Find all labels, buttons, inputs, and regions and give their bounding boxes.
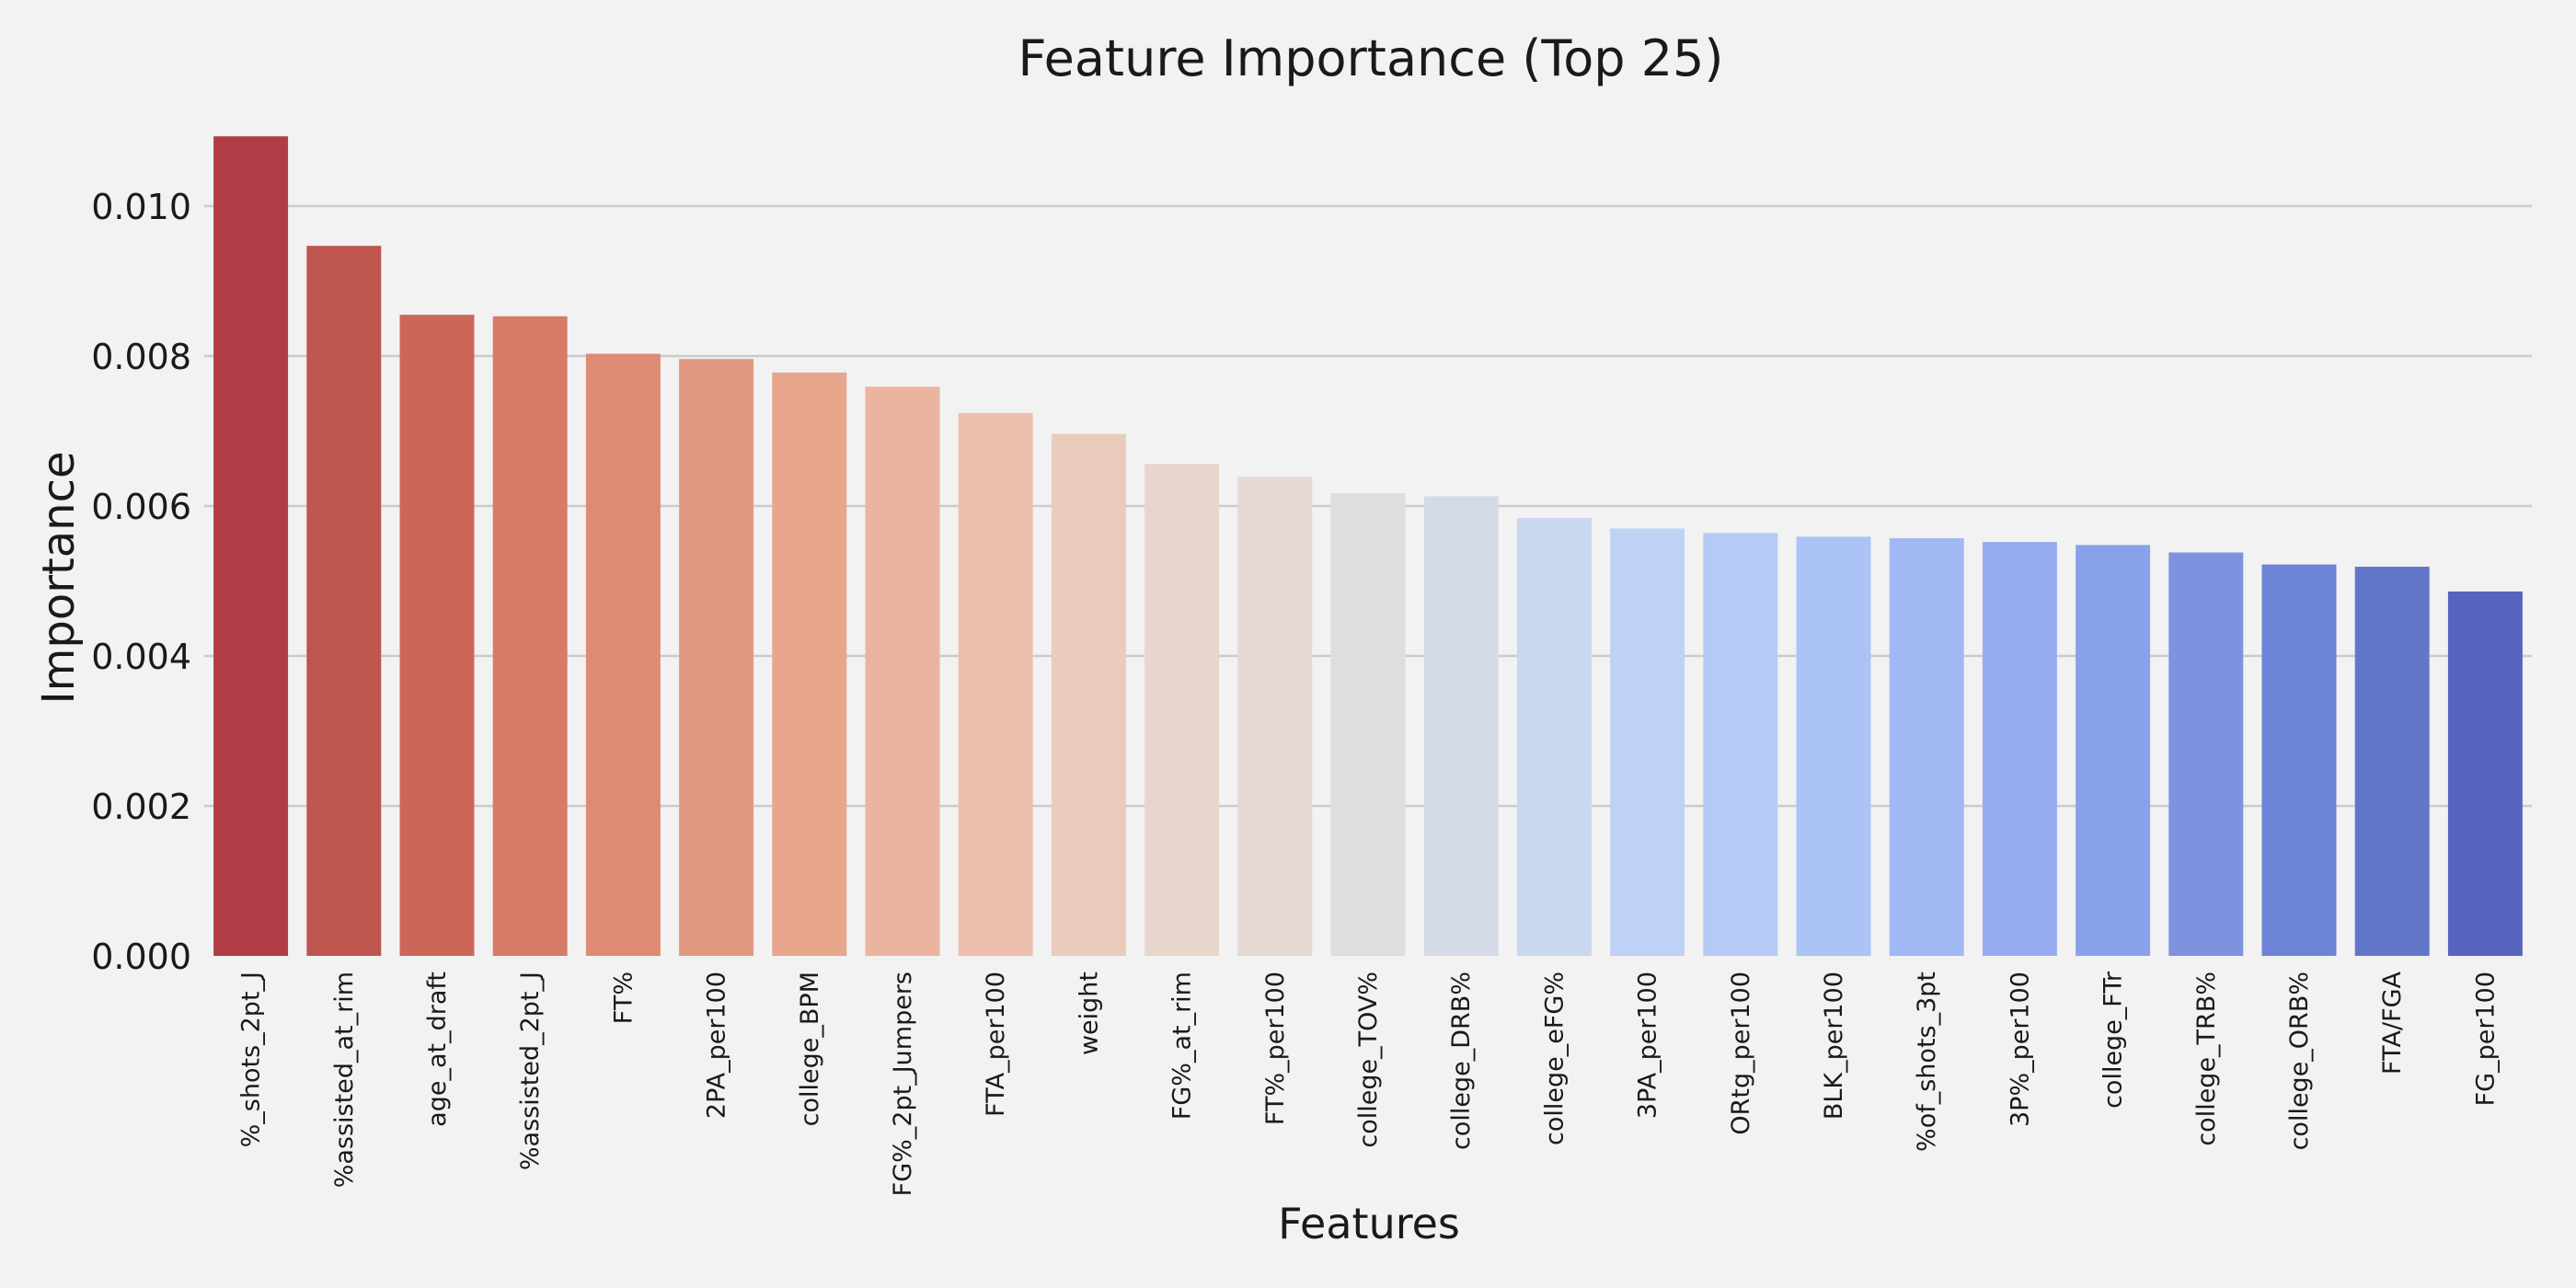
bar-14	[1516, 518, 1592, 956]
bar-24	[2447, 591, 2523, 956]
bar-19	[1982, 542, 2057, 956]
bar-17	[1796, 536, 1871, 956]
x-tick-label: college_DRB%	[1447, 972, 1476, 1150]
y-tick-labels: 0.000 0.002 0.004 0.006 0.008 0.010	[91, 187, 191, 977]
x-tick-label: BLK_per100	[1820, 972, 1848, 1120]
x-tick-label: college_TRB%	[2192, 972, 2221, 1146]
y-tick-label: 0.004	[91, 637, 191, 677]
x-tick-label: college_TOV%	[1354, 972, 1383, 1148]
bar-16	[1703, 533, 1778, 956]
bar-10	[1144, 464, 1220, 956]
y-tick-label: 0.000	[91, 937, 191, 977]
bar-5	[679, 359, 754, 956]
y-axis-label: Importance	[33, 451, 85, 704]
bar-3	[492, 316, 568, 956]
x-tick-label: %assisted_at_rim	[330, 972, 359, 1188]
bar-15	[1610, 528, 1685, 956]
bar-23	[2354, 567, 2430, 956]
bar-13	[1423, 496, 1499, 956]
x-tick-label: %of_shots_3pt	[1913, 972, 1941, 1152]
x-axis-label: Features	[1278, 1199, 1460, 1248]
chart-title: Feature Importance (Top 25)	[1018, 29, 1724, 87]
x-tick-label: college_eFG%	[1540, 972, 1569, 1145]
bar-4	[585, 353, 661, 956]
bar-1	[306, 246, 382, 956]
x-tick-label: %assisted_2pt_J	[516, 972, 545, 1170]
bar-7	[865, 386, 940, 956]
y-tick-label: 0.006	[91, 487, 191, 527]
x-tick-label: college_ORB%	[2285, 972, 2314, 1150]
x-tick-label: college_BPM	[796, 972, 824, 1126]
bar-2	[399, 315, 475, 956]
x-tick-label: FG%_2pt_Jumpers	[889, 972, 917, 1196]
bar-0	[213, 136, 289, 956]
x-tick-label: FG%_at_rim	[1168, 972, 1197, 1120]
x-tick-labels: %_shots_2pt_J %assisted_at_rim age_at_draf…	[237, 971, 2501, 1196]
bar-6	[772, 372, 847, 956]
x-tick-label: ORtg_per100	[1727, 972, 1755, 1135]
y-tick-label: 0.008	[91, 337, 191, 377]
y-tick-label: 0.010	[91, 187, 191, 227]
bar-11	[1237, 477, 1313, 956]
bars	[213, 136, 2523, 956]
bar-22	[2261, 564, 2337, 956]
x-tick-label: age_at_draft	[423, 972, 452, 1127]
bar-20	[2076, 545, 2151, 956]
bar-8	[958, 412, 1033, 956]
bar-9	[1051, 433, 1126, 956]
bar-12	[1330, 493, 1406, 956]
x-tick-label: college_FTr	[2099, 971, 2128, 1109]
x-tick-label: 3PA_per100	[1634, 972, 1662, 1119]
bar-18	[1889, 538, 1964, 956]
x-tick-label: FG_per100	[2471, 972, 2500, 1106]
x-tick-label: FTA/FGA	[2378, 971, 2407, 1074]
x-tick-label: 2PA_per100	[703, 972, 731, 1119]
x-tick-label: FTA_per100	[982, 972, 1010, 1117]
x-tick-label: weight	[1075, 972, 1103, 1055]
x-tick-label: %_shots_2pt_J	[237, 972, 266, 1147]
x-tick-label: FT%	[609, 972, 638, 1024]
y-tick-label: 0.002	[91, 787, 191, 827]
bar-21	[2168, 552, 2244, 956]
x-tick-label: FT%_per100	[1261, 972, 1290, 1125]
x-tick-label: 3P%_per100	[2006, 972, 2034, 1127]
